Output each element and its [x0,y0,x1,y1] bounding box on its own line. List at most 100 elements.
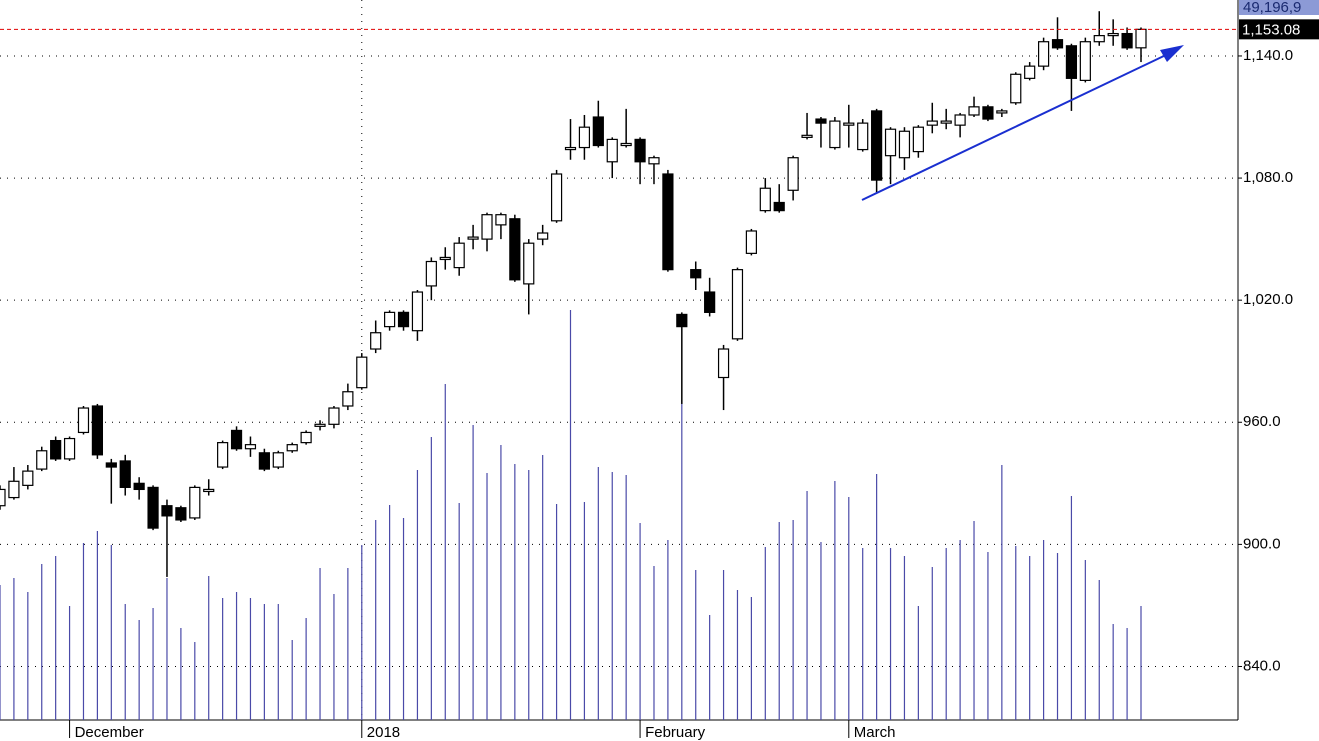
candle-body [439,256,451,261]
candle-body [217,442,229,468]
candle-body [592,116,604,147]
candle-body [63,437,76,460]
last-price-label: 1,153.08 [1242,21,1300,38]
candle-body [912,126,924,153]
candle-body [453,242,465,269]
candle-body [1065,45,1078,79]
candle-body [926,120,938,126]
candle-body [1121,32,1133,49]
candle-body [8,480,20,499]
candle-body [717,348,730,379]
candle-body [968,106,980,116]
candle-body [829,120,841,149]
candle-body [898,130,911,159]
candle-body [509,218,521,281]
candle-body [175,507,187,521]
candle-body [676,313,688,328]
candle-body [495,214,507,226]
candle-body [996,110,1008,114]
candle-body [328,407,340,425]
candle-body [258,452,270,470]
candle-body [523,242,535,285]
candle-body [857,122,869,151]
candle-body [467,236,479,240]
candle-body [397,311,410,328]
candle-body [230,429,243,450]
x-tick-label: December [75,724,144,741]
x-tick-label: March [854,724,896,741]
candle-body [91,405,104,456]
candle-body [1135,28,1147,49]
candle-body [801,134,813,138]
candle-body [620,142,632,147]
x-tick-label: 2018 [367,724,400,741]
y-tick-label: 840.0 [1243,657,1281,674]
candle-body [189,486,201,519]
candle-body [119,460,131,488]
candle-body [286,444,298,452]
candle-body [481,214,493,240]
last-price-box [1239,19,1319,40]
candle-body [50,439,62,460]
y-tick-label: 900.0 [1243,535,1281,552]
candle-body [982,106,994,120]
trend-line [861,53,1169,201]
candle-body [384,311,396,328]
candle-body [77,407,90,434]
candle-body [648,157,660,165]
candle-body [105,462,117,468]
candle-body [1107,32,1119,37]
y-tick-label: 1,020.0 [1243,291,1293,308]
candle-body [843,122,855,126]
candle-body [704,291,716,313]
candle-body [133,482,145,491]
candle-body [356,356,368,389]
x-tick-label: February [645,724,706,741]
candle-body [564,146,577,151]
candle-body [1037,41,1050,67]
candle-body [606,138,618,163]
candle-body [871,110,883,181]
candle-body [884,128,897,157]
candle-body [759,187,771,212]
candle-body [550,173,563,222]
volume-tick-label: 49,196,9 [1243,0,1301,16]
candle-body [147,486,159,529]
candle-body [314,423,326,427]
candle-body [1010,73,1022,104]
candle-body [634,138,646,163]
candle-body [1051,39,1064,49]
candle-body [342,391,354,407]
candle-body [0,488,6,507]
candle-body [300,431,312,444]
candle-body [272,452,284,468]
y-tick-label: 960.0 [1243,413,1281,430]
candle-body [954,114,966,126]
candle-body [578,126,591,149]
candle-body [1079,41,1091,81]
candle-body [1093,35,1105,43]
candle-body [787,157,799,191]
candle-body [690,269,702,279]
candle-body [36,450,48,470]
candle-body [731,269,744,340]
candle-body [203,488,215,493]
candle-body [1024,65,1036,79]
candle-body [411,291,424,332]
candle-body [940,120,952,124]
candle-body [773,201,785,212]
trend-arrow [1160,45,1184,62]
candle-body [244,444,257,450]
candle-body [815,118,827,124]
candle-body [425,260,437,287]
candle-body [745,230,757,254]
candle-body [537,232,549,240]
y-tick-label: 1,080.0 [1243,169,1293,186]
candle-body [22,470,34,486]
candle-body [370,332,382,350]
y-tick-label: 1,140.0 [1243,47,1293,64]
candle-body [662,173,674,271]
volume-label-box [1239,0,1319,16]
